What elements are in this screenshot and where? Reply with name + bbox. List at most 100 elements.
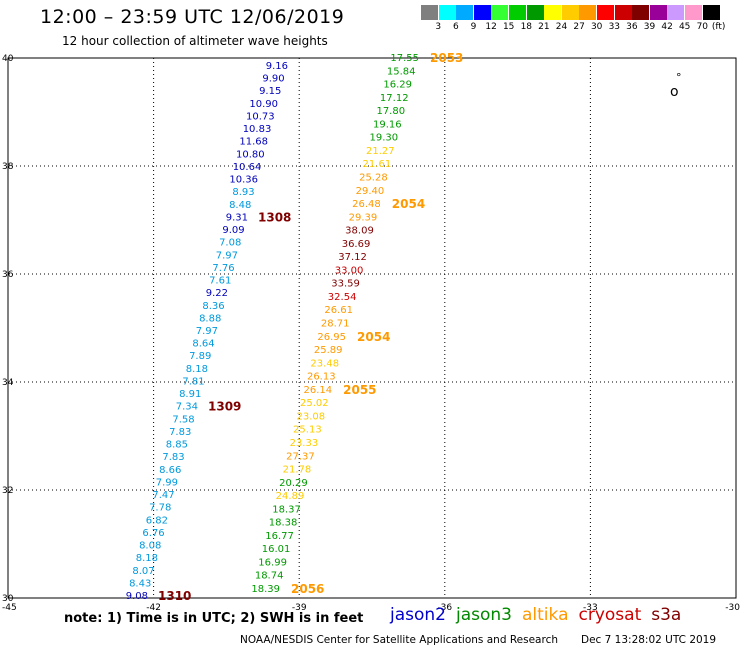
color-swatch bbox=[702, 5, 720, 20]
satellite-legend-cryosat: cryosat bbox=[578, 605, 642, 625]
west-swh-value: 7.08 bbox=[219, 238, 241, 249]
color-scale-label: 27 bbox=[573, 22, 585, 32]
color-swatch bbox=[421, 5, 438, 20]
west-swh-value: 7.89 bbox=[189, 351, 211, 362]
color-scale-label: 3 bbox=[435, 22, 442, 32]
east-swh-value: 37.12 bbox=[338, 252, 367, 263]
color-swatch bbox=[649, 5, 667, 20]
latitude-label: 36 bbox=[2, 270, 14, 280]
west-swh-value: 9.08 bbox=[126, 591, 148, 602]
east-swh-value: 18.39 bbox=[251, 584, 280, 595]
west-swh-value: 8.93 bbox=[232, 187, 254, 198]
west-swh-value: 8.07 bbox=[132, 566, 154, 577]
west-swh-value: 9.22 bbox=[206, 288, 228, 299]
east-swh-value: 23.48 bbox=[310, 358, 339, 369]
east-swh-value: 21.78 bbox=[283, 465, 312, 476]
color-scale-label: 45 bbox=[678, 22, 691, 32]
satellite-legend-altika: altika bbox=[522, 605, 569, 625]
east-swh-value: 26.95 bbox=[317, 332, 346, 343]
east-swh-value: 25.89 bbox=[314, 345, 343, 356]
east-swh-value: 24.89 bbox=[276, 491, 305, 502]
west-swh-value: 7.76 bbox=[212, 263, 234, 274]
east-time-label: 2054 bbox=[392, 197, 425, 211]
west-swh-value: 8.88 bbox=[199, 313, 221, 324]
west-swh-value: 6.82 bbox=[146, 515, 168, 526]
west-swh-value: 9.16 bbox=[266, 61, 288, 72]
map-title: 12:00 – 23:59 UTC 12/06/2019 bbox=[40, 6, 345, 28]
west-swh-value: 7.34 bbox=[176, 402, 198, 413]
color-swatch bbox=[597, 5, 614, 20]
west-time-label: 1308 bbox=[258, 210, 291, 224]
west-swh-value: 8.85 bbox=[166, 440, 188, 451]
west-swh-value: 10.80 bbox=[236, 149, 265, 160]
west-swh-value: 8.36 bbox=[202, 301, 224, 312]
color-swatch bbox=[632, 5, 650, 20]
color-scale-label: 6 bbox=[453, 22, 459, 32]
latitude-label: 32 bbox=[2, 486, 13, 496]
west-swh-value: 7.97 bbox=[196, 326, 218, 337]
west-swh-value: 7.78 bbox=[149, 503, 171, 514]
east-swh-value: 33.59 bbox=[331, 279, 360, 290]
east-swh-value: 17.55 bbox=[390, 53, 419, 64]
footer-timestamp: Dec 7 13:28:02 UTC 2019 bbox=[581, 634, 717, 646]
east-swh-value: 33.00 bbox=[335, 265, 364, 276]
latitude-label: 34 bbox=[2, 378, 14, 388]
color-scale-label: 30 bbox=[590, 22, 603, 32]
island-marker: o bbox=[670, 84, 679, 100]
west-time-label: 1310 bbox=[158, 589, 191, 603]
island-dot: ° bbox=[676, 71, 682, 84]
east-swh-value: 25.28 bbox=[359, 172, 388, 183]
color-swatch bbox=[473, 5, 491, 20]
east-swh-value: 23.08 bbox=[297, 411, 326, 422]
color-scale-label: 15 bbox=[502, 22, 515, 32]
east-swh-value: 19.16 bbox=[373, 119, 402, 130]
east-swh-value: 26.13 bbox=[307, 372, 336, 383]
east-swh-value: 21.61 bbox=[363, 159, 392, 170]
west-swh-value: 9.09 bbox=[222, 225, 244, 236]
satellite-legend-jason3: jason3 bbox=[456, 605, 512, 625]
east-swh-value: 36.69 bbox=[342, 239, 371, 250]
color-swatch bbox=[544, 5, 562, 20]
west-swh-value: 8.64 bbox=[192, 339, 214, 350]
west-swh-value: 8.43 bbox=[129, 578, 151, 589]
color-scale-label: 39 bbox=[643, 22, 656, 32]
west-swh-value: 7.47 bbox=[152, 490, 174, 501]
satellite-legend-jason2: jason2 bbox=[390, 605, 446, 625]
color-scale-unit: (ft) bbox=[711, 22, 726, 32]
west-swh-value: 8.08 bbox=[139, 541, 161, 552]
east-swh-value: 19.30 bbox=[370, 133, 399, 144]
east-swh-value: 38.09 bbox=[345, 226, 374, 237]
east-swh-value: 16.01 bbox=[262, 544, 291, 555]
west-swh-value: 8.91 bbox=[179, 389, 201, 400]
west-swh-value: 10.73 bbox=[246, 111, 275, 122]
color-scale-label: 12 bbox=[485, 22, 497, 32]
color-swatch bbox=[685, 5, 702, 20]
color-swatch bbox=[526, 5, 544, 20]
east-swh-value: 21.27 bbox=[366, 146, 395, 157]
east-swh-value: 16.77 bbox=[265, 531, 294, 542]
longitude-label: -42 bbox=[146, 603, 161, 613]
longitude-label: -45 bbox=[2, 603, 17, 613]
color-swatch bbox=[438, 5, 456, 20]
east-swh-value: 26.48 bbox=[352, 199, 381, 210]
footer-credit: NOAA/NESDIS Center for Satellite Applica… bbox=[240, 634, 558, 646]
west-swh-value: 9.31 bbox=[226, 212, 248, 223]
color-scale-label: 70 bbox=[696, 22, 709, 32]
satellite-legend: jason2 jason3 altika cryosat s3a bbox=[390, 605, 691, 625]
west-time-label: 1309 bbox=[208, 400, 241, 414]
west-swh-value: 7.58 bbox=[172, 414, 194, 425]
east-time-label: 2053 bbox=[430, 51, 463, 65]
west-swh-value: 8.18 bbox=[136, 553, 158, 564]
color-swatch bbox=[561, 5, 579, 20]
east-time-label: 2055 bbox=[343, 383, 376, 397]
west-swh-value: 9.15 bbox=[259, 86, 281, 97]
color-swatch bbox=[667, 5, 685, 20]
west-swh-value: 6.76 bbox=[142, 528, 164, 539]
color-swatch bbox=[579, 5, 597, 20]
west-swh-value: 7.83 bbox=[169, 427, 191, 438]
color-swatch bbox=[491, 5, 509, 20]
longitude-label: -36 bbox=[437, 603, 452, 613]
east-time-label: 2056 bbox=[291, 582, 324, 596]
west-swh-value: 10.36 bbox=[229, 175, 258, 186]
